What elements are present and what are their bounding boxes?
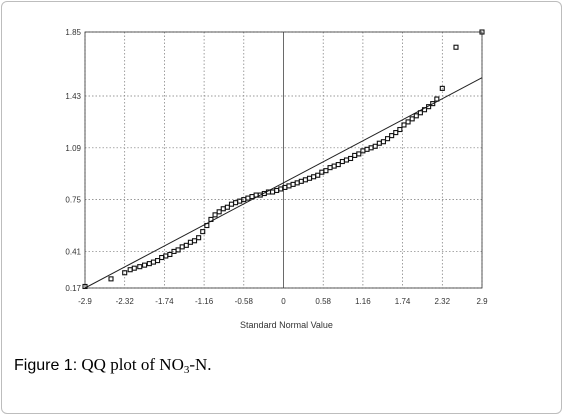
x-tick-label: 2.32 [435, 297, 451, 306]
data-point [294, 180, 300, 186]
data-point [183, 242, 189, 248]
data-point [200, 229, 206, 235]
data-point [323, 168, 329, 174]
y-tick-label: 1.43 [65, 92, 81, 101]
data-point [142, 262, 148, 268]
x-tick-label: 2.9 [476, 297, 488, 306]
data-point [335, 162, 341, 168]
data-point [348, 155, 354, 162]
data-point [315, 172, 321, 178]
x-tick-label: -1.16 [195, 297, 214, 306]
data-point [228, 201, 235, 207]
y-tick-label: 0.17 [65, 284, 81, 293]
data-points [82, 29, 485, 290]
x-tick-label: 1.16 [355, 297, 371, 306]
data-point [82, 283, 88, 290]
data-point [397, 126, 403, 133]
data-point [339, 158, 345, 165]
data-point [372, 143, 378, 149]
data-point [286, 183, 292, 189]
data-point [122, 270, 128, 276]
caption-subscript: 3 [183, 364, 190, 376]
data-point [376, 140, 382, 146]
data-point [150, 259, 156, 265]
data-point [426, 104, 432, 110]
data-point [155, 258, 161, 264]
reference-line [84, 77, 483, 289]
data-point [187, 239, 193, 245]
y-tick-labels: 0.17 0.41 0.75 1.09 1.43 1.85 [65, 28, 81, 293]
caption-text-prefix: QQ plot of NO [81, 355, 184, 374]
data-point [167, 251, 173, 258]
x-tick-label: -2.32 [116, 297, 135, 306]
data-point [220, 206, 226, 212]
y-tick-label: 1.85 [65, 28, 81, 37]
data-point [409, 116, 415, 122]
data-point [421, 107, 428, 113]
caption-text-suffix: -N. [189, 355, 212, 374]
data-point [384, 136, 391, 142]
x-tick-label: -1.74 [155, 297, 174, 306]
data-point [298, 178, 304, 184]
data-point [302, 177, 308, 183]
x-gridlines [84, 32, 483, 288]
x-tick-label: -2.9 [78, 297, 92, 306]
data-point [389, 133, 395, 139]
data-point [269, 189, 276, 195]
data-point [343, 157, 350, 163]
data-point [179, 244, 185, 250]
figure-caption: Figure 1: QQ plot of NO3-N. [14, 355, 212, 376]
data-point [131, 265, 137, 271]
data-point [311, 174, 317, 180]
qq-plot: -2.9 -2.32 -1.74 -1.16 -0.58 0 0.58 1.16 1.74 2.3… [65, 28, 488, 330]
data-point [417, 110, 423, 116]
data-point [405, 119, 411, 125]
data-point [306, 175, 313, 181]
x-tick-label: -0.58 [235, 297, 254, 306]
data-point [274, 187, 280, 194]
data-point [224, 204, 230, 210]
y-tick-label: 1.09 [65, 144, 81, 153]
data-point [159, 254, 165, 261]
data-point [453, 44, 459, 50]
data-point [413, 113, 419, 119]
data-point [137, 264, 143, 270]
data-point [401, 122, 407, 128]
x-tick-labels: -2.9 -2.32 -1.74 -1.16 -0.58 0 0.58 1.16 1.74 2.3… [78, 297, 488, 306]
y-tick-label: 0.75 [65, 196, 81, 205]
data-point [196, 235, 202, 241]
data-point [249, 194, 255, 200]
data-point [191, 238, 198, 244]
data-point [479, 29, 485, 35]
data-point [208, 216, 214, 222]
data-point [356, 151, 362, 157]
data-point [204, 222, 210, 229]
data-point [212, 212, 218, 218]
x-tick-label: 0.58 [315, 297, 331, 306]
data-point [146, 261, 152, 267]
y-tick-label: 0.41 [65, 247, 81, 256]
figure-label: Figure 1: [14, 357, 78, 374]
data-point [278, 186, 284, 192]
data-point [352, 152, 358, 158]
x-tick-label: 1.74 [395, 297, 411, 306]
x-axis-label: Standard Normal Value [240, 320, 333, 330]
data-point [290, 181, 296, 187]
data-point [327, 165, 333, 171]
data-point [393, 130, 399, 136]
data-point [439, 85, 445, 91]
plot-area [84, 31, 483, 289]
data-point [175, 247, 181, 253]
data-point [380, 139, 386, 145]
x-tick-label: 0 [281, 297, 286, 306]
data-point [434, 96, 440, 102]
data-point [216, 209, 222, 215]
data-point [430, 101, 436, 107]
data-point [331, 163, 337, 169]
data-point [108, 276, 114, 282]
data-point [233, 200, 239, 206]
data-point [127, 267, 133, 273]
